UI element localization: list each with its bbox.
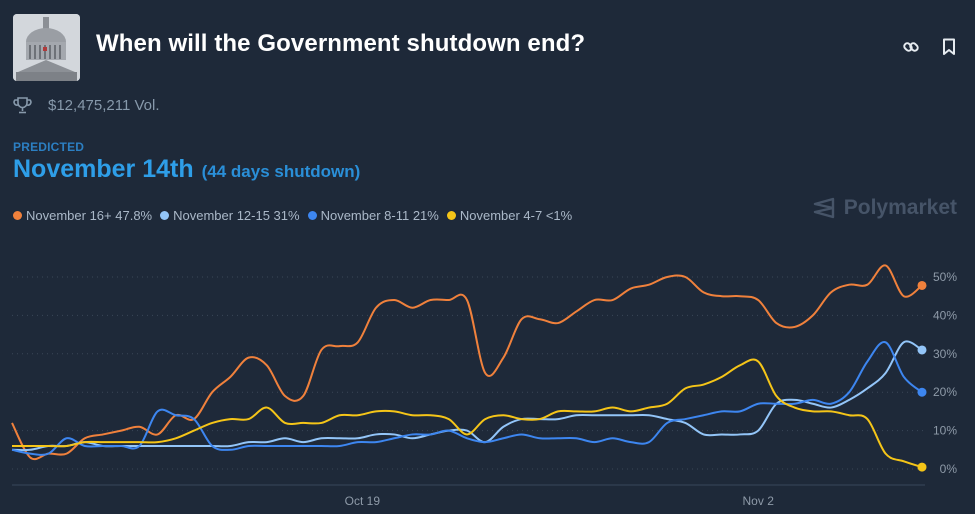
legend-item[interactable]: November 12-15 31%	[160, 208, 300, 223]
chart-legend: November 16+ 47.8% November 12-15 31% No…	[13, 208, 572, 223]
legend-label: November 8-11 21%	[320, 208, 439, 223]
legend-item[interactable]: November 8-11 21%	[307, 208, 439, 223]
predicted-date: November 14th	[13, 155, 194, 183]
prediction-headline: November 14th (44 days shutdown)	[13, 155, 360, 184]
series-line	[11, 341, 923, 456]
legend-dot-icon	[160, 211, 170, 220]
brand-name: Polymarket	[843, 196, 957, 219]
series-line	[11, 340, 923, 452]
polymarket-watermark: Polymarket	[812, 196, 957, 220]
header-actions	[901, 36, 959, 58]
series-line	[11, 264, 923, 461]
x-axis-labels: Oct 19 Nov 2	[345, 494, 775, 508]
legend-dot-icon	[307, 211, 317, 220]
trophy-icon	[13, 97, 32, 114]
link-icon[interactable]	[901, 36, 921, 58]
y-tick-label: 10%	[933, 424, 957, 438]
capitol-dome-icon	[13, 14, 80, 81]
y-axis-labels: 0% 10% 20% 30% 40% 50%	[933, 270, 957, 476]
x-tick-label: Oct 19	[345, 494, 381, 508]
y-tick-label: 0%	[940, 462, 958, 476]
chart-grid	[12, 276, 925, 470]
market-thumbnail	[13, 14, 80, 81]
y-tick-label: 20%	[933, 385, 957, 399]
legend-item[interactable]: November 16+ 47.8%	[13, 208, 152, 223]
y-tick-label: 50%	[933, 270, 957, 284]
chart-series	[11, 264, 927, 472]
bookmark-icon[interactable]	[939, 36, 959, 58]
legend-item[interactable]: November 4-7 <1%	[446, 208, 573, 223]
series-endpoint-dot	[917, 345, 927, 355]
legend-dot-icon	[13, 211, 22, 220]
polymarket-logo-icon	[813, 197, 834, 219]
legend-label: November 12-15 31%	[173, 208, 300, 223]
y-tick-label: 30%	[933, 347, 957, 361]
series-endpoint-dot	[917, 280, 927, 290]
volume-text: $12,475,211 Vol.	[48, 97, 160, 114]
legend-dot-icon	[446, 211, 456, 220]
series-line	[12, 358, 923, 469]
predicted-label: PREDICTED	[13, 140, 85, 154]
x-tick-label: Nov 2	[743, 494, 775, 508]
series-endpoint-dot	[917, 387, 927, 397]
legend-label: November 4-7 <1%	[459, 208, 573, 223]
y-tick-label: 40%	[933, 308, 957, 322]
series-endpoint-dot	[917, 462, 927, 472]
volume-row: $12,475,211 Vol.	[13, 97, 160, 114]
legend-label: November 16+ 47.8%	[26, 208, 153, 223]
predicted-detail: (44 days shutdown)	[201, 162, 361, 181]
market-title: When will the Government shutdown end?	[96, 30, 586, 57]
